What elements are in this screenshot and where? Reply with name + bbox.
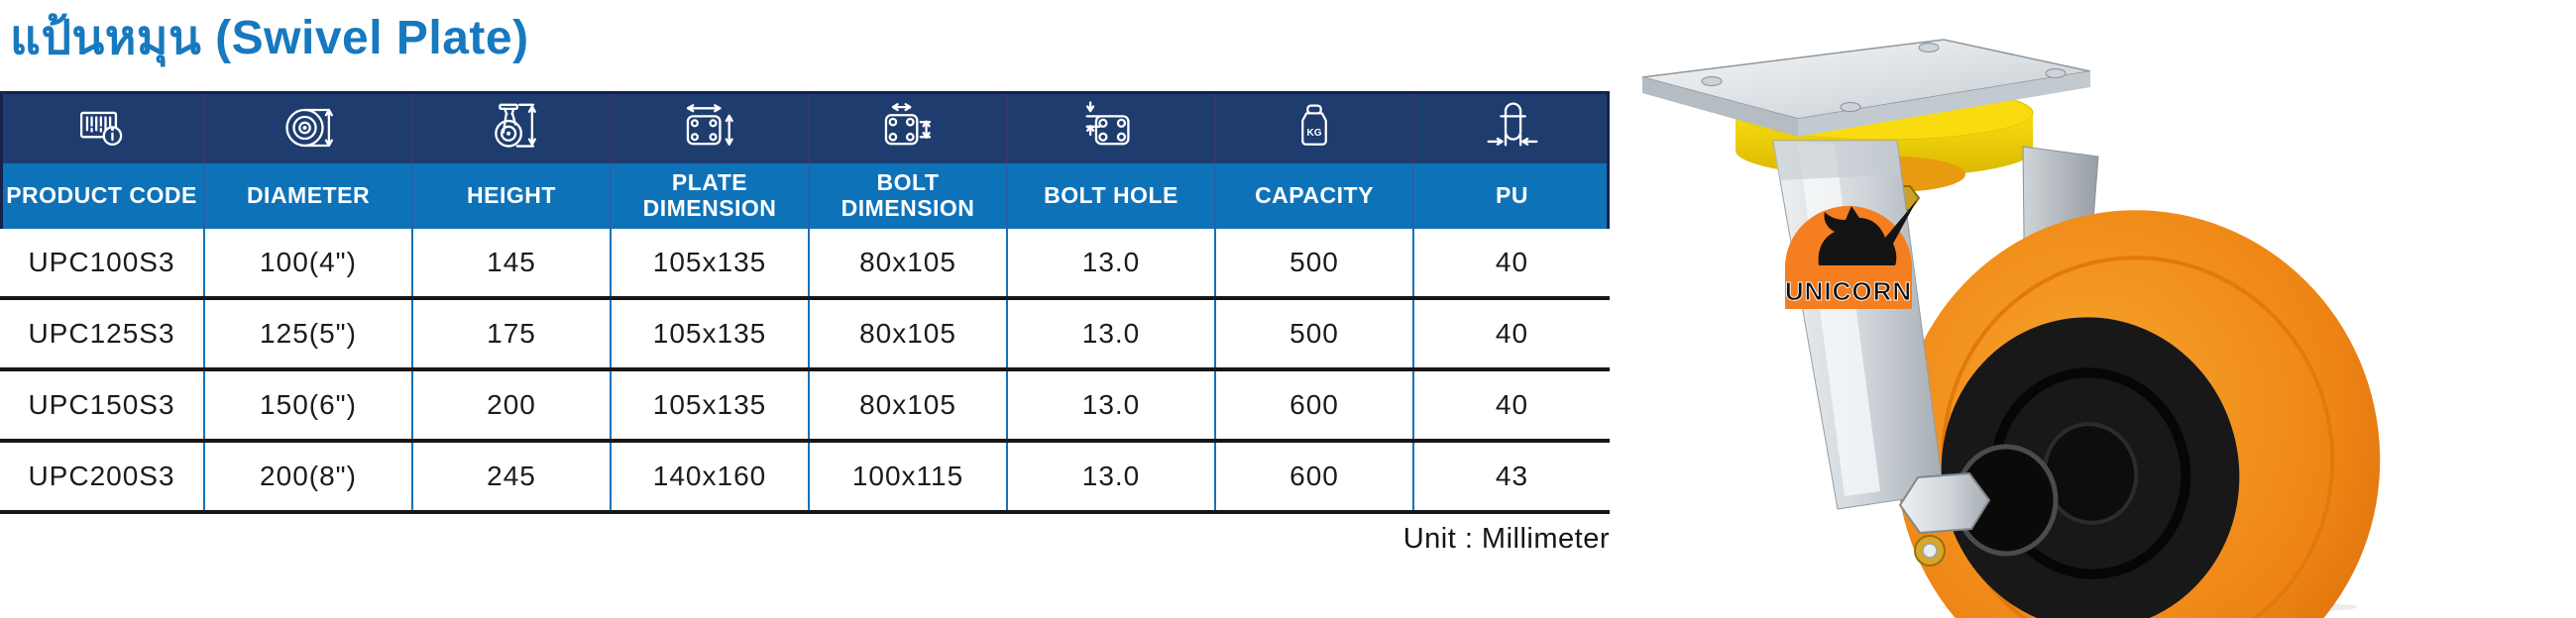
- cell-plate_dimension: 105x135: [610, 371, 808, 439]
- plate-bolt-hole: [1840, 102, 1861, 112]
- plate-bolt-hole: [2045, 68, 2067, 78]
- cell-diameter: 150(6"): [203, 371, 411, 439]
- icon-row: KG: [0, 91, 1610, 163]
- cell-capacity: 600: [1214, 443, 1412, 510]
- cell-bolt_dimension: 80x105: [808, 300, 1006, 367]
- plate-bolt-hole: [1918, 43, 1940, 52]
- cell-capacity: 600: [1214, 371, 1412, 439]
- column-header-capacity: CAPACITY: [1214, 163, 1412, 229]
- cell-plate_dimension: 105x135: [610, 300, 808, 367]
- wheel-diameter-icon: [203, 91, 411, 163]
- bolt-hole-icon: [1006, 91, 1214, 163]
- cell-pu: 43: [1412, 443, 1610, 510]
- column-header-plate_dimension: PLATE DIMENSION: [610, 163, 808, 229]
- cell-pu: 40: [1412, 229, 1610, 296]
- column-header-product_code: PRODUCT CODE: [6, 182, 197, 209]
- cell-diameter: 125(5"): [203, 300, 411, 367]
- cell-height: 200: [411, 371, 610, 439]
- cell-pu: 40: [1412, 371, 1610, 439]
- cell-capacity: 500: [1214, 300, 1412, 367]
- cell-capacity: 500: [1214, 229, 1412, 296]
- column-header-bolt_dimension: BOLT DIMENSION: [808, 163, 1006, 229]
- table-row: UPC150S3 150(6") 200 105x135 80x105 13.0 600 40: [0, 367, 1610, 439]
- page-title: แป้นหมุน (Swivel Plate): [10, 12, 529, 64]
- column-header-pu: PU: [1412, 163, 1610, 229]
- table-body: UPC100S3 100(4") 145 105x135 80x105 13.0 500 40…: [0, 229, 1610, 514]
- cell-bolt_hole: 13.0: [1006, 229, 1214, 296]
- axle-bolt: [1898, 471, 1991, 566]
- table-header: KG PRODUCT CODE DIAMETER HEIGHT PLATE DIMEN…: [0, 91, 1610, 229]
- column-header-diameter: DIAMETER: [203, 163, 411, 229]
- cell-bolt_dimension: 80x105: [808, 229, 1006, 296]
- cell-height: 175: [411, 300, 610, 367]
- cell-product_code: UPC200S3: [28, 461, 175, 491]
- cell-bolt_hole: 13.0: [1006, 371, 1214, 439]
- cell-product_code: UPC125S3: [28, 318, 175, 349]
- brand-text: UNICORN: [1785, 276, 1912, 306]
- spec-table: KG PRODUCT CODE DIAMETER HEIGHT PLATE DIMEN…: [0, 91, 1610, 514]
- capacity-kg-icon: KG: [1214, 91, 1412, 163]
- cell-height: 145: [411, 229, 610, 296]
- cell-plate_dimension: 105x135: [610, 229, 808, 296]
- column-header-row: PRODUCT CODE DIAMETER HEIGHT PLATE DIMENSIO…: [0, 163, 1610, 229]
- cell-diameter: 100(4"): [203, 229, 411, 296]
- column-header-bolt_hole: BOLT HOLE: [1006, 163, 1214, 229]
- unit-note: Unit : Millimeter: [1402, 523, 1610, 555]
- pu-width-icon: [1412, 91, 1610, 163]
- table-row: UPC125S3 125(5") 175 105x135 80x105 13.0 500 40: [0, 296, 1610, 367]
- unicorn-logo: UNICORN: [1784, 200, 1917, 309]
- plate-dimension-icon: [610, 91, 808, 163]
- cell-plate_dimension: 140x160: [610, 443, 808, 510]
- cell-diameter: 200(8"): [203, 443, 411, 510]
- column-header-height: HEIGHT: [411, 163, 610, 229]
- unicorn-head-icon: [1818, 200, 1917, 265]
- caster-height-icon: [411, 91, 610, 163]
- cell-bolt_dimension: 100x115: [808, 443, 1006, 510]
- cell-bolt_hole: 13.0: [1006, 300, 1214, 367]
- svg-text:KG: KG: [1306, 127, 1321, 138]
- mounting-plate: [1641, 39, 2091, 137]
- cell-product_code: UPC150S3: [28, 389, 175, 420]
- plate-bolt-hole: [1701, 76, 1723, 86]
- cell-product_code: UPC100S3: [28, 247, 175, 277]
- cell-bolt_dimension: 80x105: [808, 371, 1006, 439]
- table-row: UPC100S3 100(4") 145 105x135 80x105 13.0 500 40: [0, 229, 1610, 296]
- bolt-dimension-icon: [808, 91, 1006, 163]
- barcode-info-icon: [0, 91, 203, 163]
- cell-height: 245: [411, 443, 610, 510]
- cell-pu: 40: [1412, 300, 1610, 367]
- cell-bolt_hole: 13.0: [1006, 443, 1214, 510]
- table-row: UPC200S3 200(8") 245 140x160 100x115 13.0 600 4…: [0, 439, 1610, 510]
- product-photo: UNICORN: [1641, 39, 2381, 618]
